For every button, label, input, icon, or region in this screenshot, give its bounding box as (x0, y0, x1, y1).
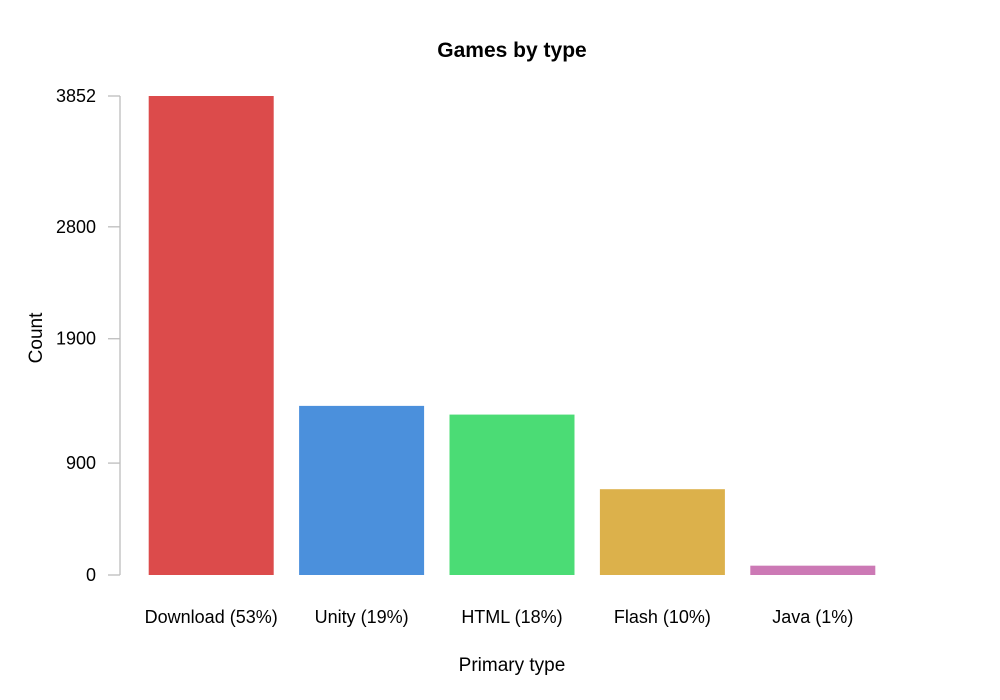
bar-1 (299, 405, 425, 575)
y-tick-label: 1900 (56, 329, 96, 349)
y-tick-label: 3852 (56, 86, 96, 106)
x-axis-label: Primary type (459, 655, 566, 676)
bar-0 (148, 96, 274, 575)
y-tick-label: 900 (66, 453, 96, 473)
chart-title: Games by type (437, 39, 586, 62)
y-tick-label: 0 (86, 565, 96, 585)
y-tick-label: 2800 (56, 217, 96, 237)
bar-4 (750, 565, 876, 575)
x-category-label: HTML (18%) (461, 607, 562, 627)
x-category-label: Download (53%) (145, 607, 278, 627)
y-axis-ticks: 0 900 1900 2800 3852 (56, 86, 120, 585)
x-category-label: Java (1%) (772, 607, 853, 627)
x-category-label: Unity (19%) (315, 607, 409, 627)
bar-3 (599, 489, 725, 575)
y-axis-label: Count (26, 312, 47, 363)
bars (148, 96, 876, 575)
x-axis-category-labels: Download (53%) Unity (19%) HTML (18%) Flash… (145, 607, 854, 627)
x-category-label: Flash (10%) (614, 607, 711, 627)
bar-2 (449, 414, 575, 575)
